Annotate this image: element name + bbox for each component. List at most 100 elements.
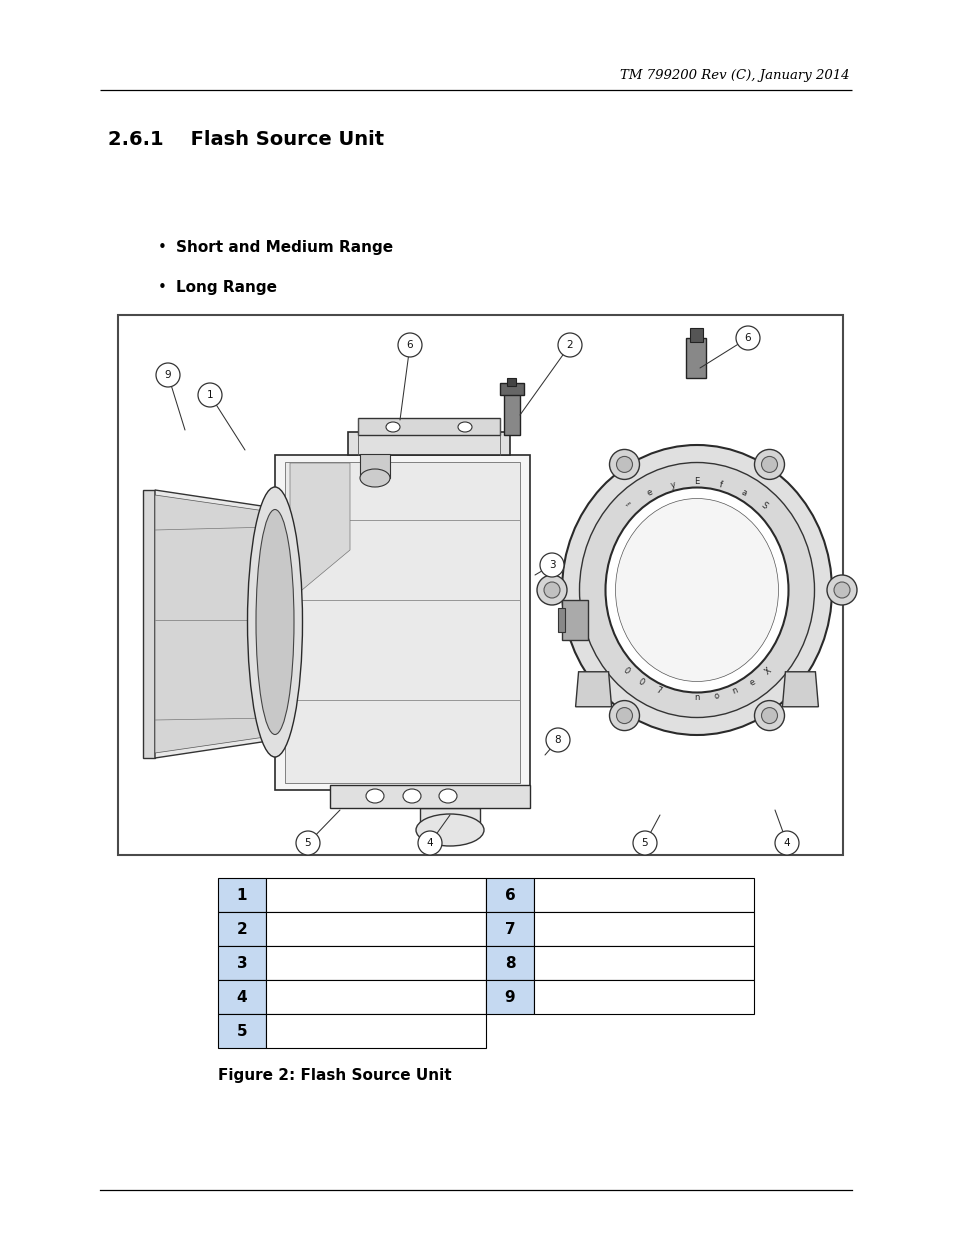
Text: 1: 1 (236, 888, 247, 903)
Polygon shape (290, 463, 350, 600)
Text: 2.6.1    Flash Source Unit: 2.6.1 Flash Source Unit (108, 130, 384, 149)
Text: 7: 7 (504, 921, 515, 936)
Text: •: • (158, 280, 167, 295)
Text: 3: 3 (236, 956, 247, 971)
Text: 9: 9 (165, 370, 172, 380)
Ellipse shape (457, 422, 472, 432)
Text: o: o (712, 692, 719, 701)
Text: 6: 6 (744, 333, 751, 343)
Ellipse shape (605, 488, 788, 693)
Text: 8: 8 (554, 735, 560, 745)
Text: X: X (762, 666, 773, 677)
Text: 0: 0 (637, 678, 645, 688)
Ellipse shape (578, 462, 814, 718)
Ellipse shape (417, 831, 441, 855)
Ellipse shape (198, 383, 222, 408)
Text: 8: 8 (504, 956, 515, 971)
Text: n: n (730, 685, 739, 697)
Ellipse shape (402, 789, 420, 803)
Ellipse shape (609, 700, 639, 731)
Bar (485, 878, 534, 911)
Text: 3: 3 (548, 559, 555, 571)
Text: 6: 6 (406, 340, 413, 350)
Bar (274, 454, 530, 790)
Bar (266, 1014, 485, 1049)
Text: 6: 6 (504, 888, 515, 903)
Text: 2: 2 (236, 921, 247, 936)
Ellipse shape (539, 553, 563, 577)
Ellipse shape (826, 576, 856, 605)
Ellipse shape (774, 831, 799, 855)
Ellipse shape (760, 708, 777, 724)
Text: n: n (694, 694, 699, 703)
Ellipse shape (366, 789, 384, 803)
Ellipse shape (438, 789, 456, 803)
Bar (218, 1014, 266, 1049)
Text: Figure 2: Flash Source Unit: Figure 2: Flash Source Unit (218, 1068, 451, 1083)
Text: Short and Medium Range: Short and Medium Range (175, 240, 393, 254)
Ellipse shape (615, 499, 778, 682)
Ellipse shape (760, 457, 777, 473)
Ellipse shape (609, 450, 639, 479)
Polygon shape (154, 490, 274, 758)
Bar (218, 911, 266, 946)
Text: 5: 5 (304, 839, 311, 848)
Polygon shape (143, 490, 154, 758)
Ellipse shape (616, 457, 632, 473)
Polygon shape (575, 672, 611, 706)
Bar (685, 338, 705, 378)
Ellipse shape (295, 831, 319, 855)
Text: TM 799200 Rev (C), January 2014: TM 799200 Rev (C), January 2014 (619, 69, 849, 82)
Ellipse shape (416, 814, 483, 846)
Ellipse shape (156, 363, 180, 387)
Text: 0: 0 (620, 666, 630, 677)
Text: 4: 4 (236, 989, 247, 1004)
Ellipse shape (833, 582, 849, 598)
Text: e: e (747, 678, 757, 688)
Ellipse shape (543, 582, 559, 598)
Bar (348, 432, 510, 454)
Bar (218, 878, 266, 911)
Bar (485, 981, 534, 1014)
Bar (558, 608, 564, 632)
Text: f: f (718, 480, 722, 489)
Text: 2: 2 (566, 340, 573, 350)
Bar (503, 390, 519, 435)
Bar (285, 462, 519, 783)
Text: •: • (158, 240, 167, 254)
Bar (485, 946, 534, 981)
Bar (499, 383, 523, 395)
Text: 1: 1 (207, 390, 213, 400)
Text: 4: 4 (782, 839, 789, 848)
Text: Long Range: Long Range (175, 280, 276, 295)
Text: S: S (759, 500, 768, 511)
Text: 9: 9 (504, 989, 515, 1004)
Bar (689, 329, 702, 342)
Bar (330, 785, 530, 808)
Ellipse shape (754, 700, 783, 731)
Bar (359, 454, 390, 478)
Polygon shape (781, 672, 818, 706)
Bar (218, 981, 266, 1014)
Bar (218, 946, 266, 981)
Bar (266, 946, 485, 981)
Bar (534, 911, 753, 946)
Text: 4: 4 (426, 839, 433, 848)
Ellipse shape (359, 469, 390, 487)
Ellipse shape (255, 510, 294, 735)
Ellipse shape (545, 727, 569, 752)
Text: 5: 5 (236, 1024, 247, 1039)
Ellipse shape (616, 708, 632, 724)
Ellipse shape (386, 422, 399, 432)
Bar (419, 808, 479, 835)
Text: 5: 5 (641, 839, 648, 848)
Text: e: e (645, 488, 654, 498)
Bar (485, 911, 534, 946)
Ellipse shape (537, 576, 566, 605)
Bar (534, 946, 753, 981)
Bar (118, 315, 842, 855)
Bar (357, 417, 499, 435)
Text: a: a (739, 488, 747, 498)
Ellipse shape (754, 450, 783, 479)
Bar (534, 878, 753, 911)
